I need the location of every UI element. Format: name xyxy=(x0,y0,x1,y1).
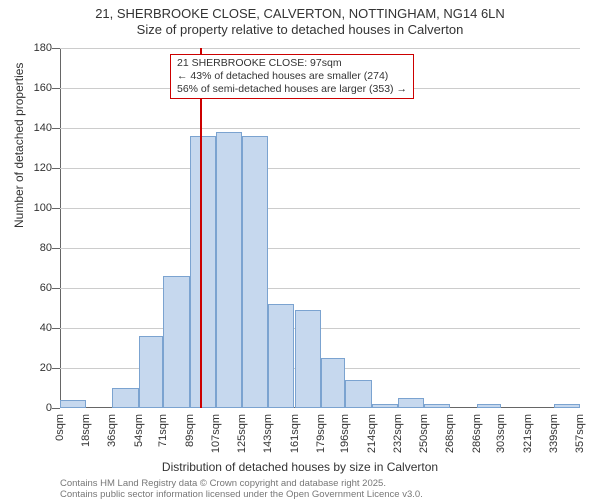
y-tick-label: 100 xyxy=(18,202,52,214)
x-tick-label: 268sqm xyxy=(444,414,456,453)
y-tick-label: 140 xyxy=(18,122,52,134)
x-axis-title: Distribution of detached houses by size … xyxy=(0,460,600,474)
footer-line2: Contains public sector information licen… xyxy=(60,489,423,500)
y-tick-label: 120 xyxy=(18,162,52,174)
title-line1: 21, SHERBROOKE CLOSE, CALVERTON, NOTTING… xyxy=(0,6,600,22)
y-tick-label: 80 xyxy=(18,242,52,254)
annotation-line1: 21 SHERBROOKE CLOSE: 97sqm xyxy=(177,57,407,70)
histogram-bar xyxy=(60,400,86,408)
x-tick-label: 107sqm xyxy=(210,414,222,453)
plot-area: 0204060801001201401601800sqm18sqm36sqm54… xyxy=(60,48,580,408)
histogram-bar xyxy=(554,404,580,408)
x-tick-label: 232sqm xyxy=(392,414,404,453)
x-tick-label: 89sqm xyxy=(184,414,196,447)
y-tick xyxy=(52,288,60,289)
y-tick-label: 40 xyxy=(18,322,52,334)
y-tick xyxy=(52,168,60,169)
y-tick xyxy=(52,408,60,409)
x-tick-label: 357sqm xyxy=(574,414,586,453)
y-tick-label: 0 xyxy=(18,402,52,414)
x-tick-label: 196sqm xyxy=(339,414,351,453)
histogram-bar xyxy=(112,388,138,408)
histogram-bar xyxy=(163,276,189,408)
histogram-bar xyxy=(345,380,371,408)
x-tick-label: 161sqm xyxy=(289,414,301,453)
y-tick-label: 20 xyxy=(18,362,52,374)
y-tick xyxy=(52,128,60,129)
x-tick-label: 339sqm xyxy=(548,414,560,453)
histogram-bar xyxy=(424,404,450,408)
x-tick-label: 143sqm xyxy=(262,414,274,453)
annotation-line3: 56% of semi-detached houses are larger (… xyxy=(177,83,407,96)
reference-line xyxy=(200,48,202,408)
y-tick xyxy=(52,48,60,49)
y-gridline xyxy=(60,168,580,169)
x-tick-label: 18sqm xyxy=(80,414,92,447)
x-tick-label: 0sqm xyxy=(54,414,66,441)
y-tick xyxy=(52,88,60,89)
footer-attribution: Contains HM Land Registry data © Crown c… xyxy=(60,478,423,501)
chart-area: 0204060801001201401601800sqm18sqm36sqm54… xyxy=(60,48,580,408)
histogram-bar xyxy=(190,136,216,408)
y-tick xyxy=(52,208,60,209)
y-tick xyxy=(52,248,60,249)
x-tick-label: 54sqm xyxy=(133,414,145,447)
chart-title-block: 21, SHERBROOKE CLOSE, CALVERTON, NOTTING… xyxy=(0,0,600,39)
y-gridline xyxy=(60,288,580,289)
y-tick-label: 60 xyxy=(18,282,52,294)
y-gridline xyxy=(60,128,580,129)
histogram-bar xyxy=(295,310,321,408)
histogram-bar xyxy=(268,304,294,408)
histogram-bar xyxy=(216,132,242,408)
x-tick-label: 179sqm xyxy=(315,414,327,453)
y-gridline xyxy=(60,48,580,49)
histogram-bar xyxy=(477,404,502,408)
y-gridline xyxy=(60,248,580,249)
annotation-box: 21 SHERBROOKE CLOSE: 97sqm← 43% of detac… xyxy=(170,54,414,99)
histogram-bar xyxy=(372,404,398,408)
annotation-line2: ← 43% of detached houses are smaller (27… xyxy=(177,70,407,83)
y-gridline xyxy=(60,208,580,209)
x-tick-label: 214sqm xyxy=(366,414,378,453)
histogram-bar xyxy=(139,336,164,408)
histogram-bar xyxy=(242,136,268,408)
x-tick-label: 321sqm xyxy=(522,414,534,453)
x-tick-label: 125sqm xyxy=(236,414,248,453)
y-axis-line xyxy=(60,48,61,408)
footer-line1: Contains HM Land Registry data © Crown c… xyxy=(60,478,423,489)
y-tick-label: 180 xyxy=(18,42,52,54)
y-tick xyxy=(52,328,60,329)
x-tick-label: 250sqm xyxy=(418,414,430,453)
title-line2: Size of property relative to detached ho… xyxy=(0,22,600,38)
x-tick-label: 36sqm xyxy=(106,414,118,447)
histogram-bar xyxy=(398,398,424,408)
x-tick-label: 286sqm xyxy=(471,414,483,453)
y-tick xyxy=(52,368,60,369)
y-tick-label: 160 xyxy=(18,82,52,94)
x-tick-label: 71sqm xyxy=(157,414,169,447)
x-tick-label: 303sqm xyxy=(495,414,507,453)
histogram-bar xyxy=(321,358,346,408)
